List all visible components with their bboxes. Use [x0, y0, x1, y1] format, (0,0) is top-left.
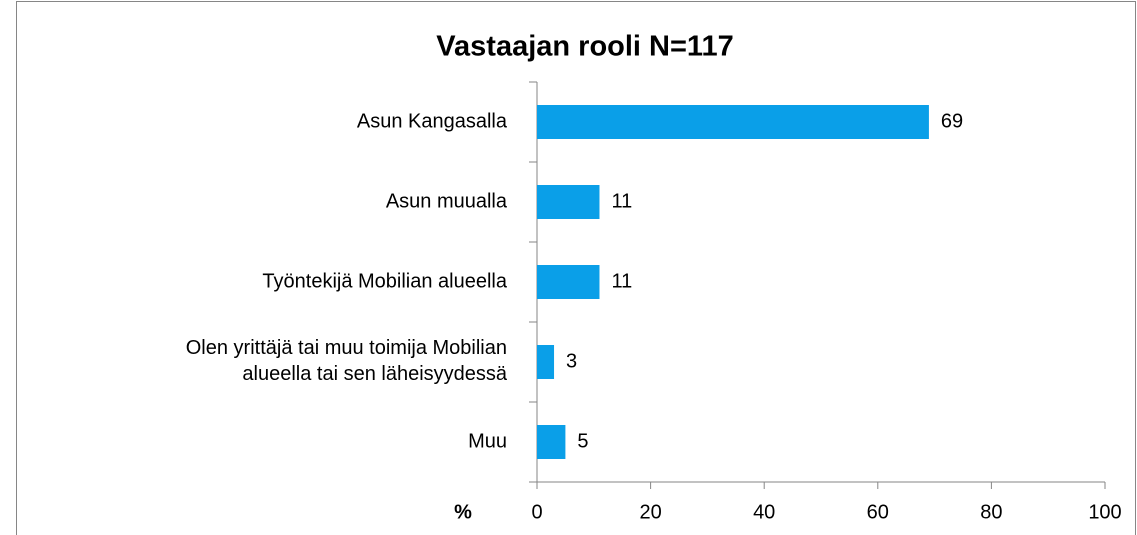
- value-label: 5: [577, 430, 588, 452]
- x-tick-label: 20: [639, 501, 661, 523]
- y-tick-label: Muu: [468, 430, 507, 452]
- x-tick-label: 40: [753, 501, 775, 523]
- chart-title: Vastaajan rooli N=117: [436, 31, 733, 63]
- y-tick-label: Työntekijä Mobilian alueella: [262, 270, 507, 292]
- y-tick-label: Asun Kangasalla: [357, 110, 508, 132]
- value-label: 11: [611, 270, 632, 292]
- value-label: 3: [566, 350, 577, 372]
- bar: [537, 185, 600, 219]
- value-label: 11: [611, 190, 632, 212]
- x-tick-label: 60: [867, 501, 889, 523]
- bar: [537, 265, 600, 299]
- value-label: 69: [941, 110, 963, 132]
- y-tick-label: Asun muualla: [386, 190, 508, 212]
- x-tick-label: 0: [531, 501, 542, 523]
- x-tick-label: 100: [1088, 501, 1121, 523]
- bar: [537, 345, 555, 379]
- y-tick-label: Olen yrittäjä tai muu toimija Mobilian al…: [186, 337, 508, 385]
- bar: [537, 105, 929, 139]
- bar: [537, 425, 566, 459]
- x-axis-label: %: [454, 501, 472, 523]
- x-tick-label: 80: [980, 501, 1002, 523]
